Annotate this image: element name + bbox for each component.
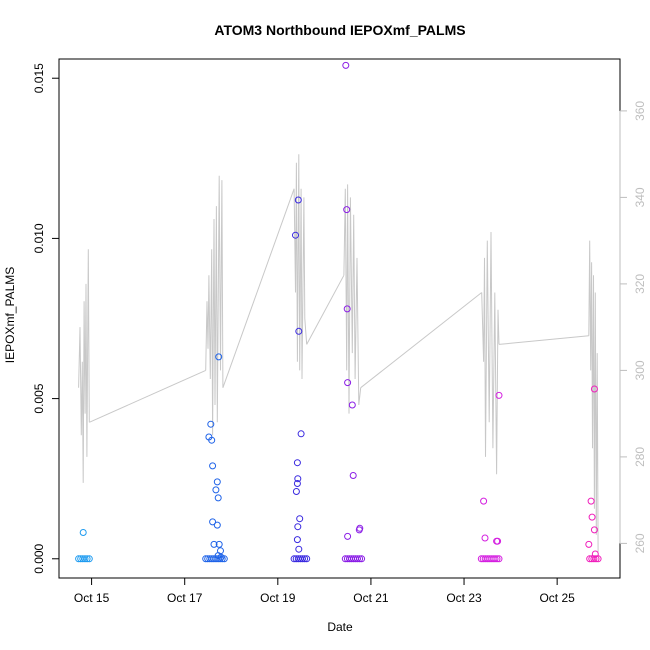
data-points-layer [75,61,602,563]
data-point [294,475,302,483]
data-point [585,540,593,548]
data-point [209,518,217,526]
altitude-flight-segment [481,231,500,475]
altitude-connector-line [498,335,589,345]
altitude-connector-line [89,369,206,423]
data-point [481,534,489,542]
data-point [83,555,91,563]
data-point [294,196,302,204]
data-point [358,555,366,563]
data-point [348,401,356,409]
data-point [294,523,302,531]
data-point [295,545,303,553]
data-point [293,480,301,487]
data-point [303,555,311,563]
x-axis: Oct 15 Oct 17 Oct 19 Oct 21 Oct 23 Oct 25 [74,577,575,605]
x-tick-label: Oct 19 [260,591,296,605]
data-point [297,430,305,438]
data-point [342,61,350,69]
data-point [491,555,499,563]
secondary-y-tick-label: 320 [633,274,647,294]
data-point [301,555,309,563]
secondary-y-axis: 260 280 300 320 340 360 [619,101,647,553]
data-point [217,553,225,561]
x-tick-label: Oct 25 [539,591,575,605]
data-point [207,420,215,428]
secondary-y-tick-label: 340 [633,187,647,207]
data-point [343,206,351,214]
altitude-flight-segment [588,240,599,553]
data-point [212,486,220,494]
x-tick-label: Oct 15 [74,591,110,605]
data-point [292,488,300,495]
y-tick-label: 0.010 [32,223,46,253]
altitude-connector-line [222,188,295,388]
data-point [349,472,357,479]
altitude-trace-layer [78,154,599,553]
y-tick-label: 0.000 [32,543,46,573]
data-point [354,555,361,563]
x-tick-label: Oct 17 [167,591,203,605]
secondary-y-tick-label: 360 [633,101,647,121]
data-point [356,524,364,532]
data-point [292,231,299,239]
data-point [215,353,223,361]
plot-frame [58,58,621,579]
altitude-connector-line [306,275,345,345]
data-point [344,532,352,540]
data-point [591,550,599,558]
data-point [587,497,595,505]
altitude-flight-segment [343,184,362,414]
data-point [480,497,488,505]
data-point [220,555,228,563]
data-point [293,536,301,544]
data-point [296,515,304,523]
data-point [213,478,221,486]
data-point [208,436,216,444]
data-point [215,540,223,548]
secondary-y-tick-label: 300 [633,360,647,380]
data-point [85,555,93,563]
data-point [81,555,89,563]
data-point [79,529,87,536]
y-axis: 0.000 0.005 0.010 0.015 [32,63,60,574]
data-point [356,555,364,563]
y-tick-label: 0.015 [32,63,46,93]
data-point [588,513,596,521]
data-point [209,462,217,470]
data-point [293,459,301,467]
altitude-flight-segment [205,175,224,436]
secondary-y-tick-label: 280 [633,447,647,467]
altitude-flight-segment [293,154,308,380]
x-tick-label: Oct 23 [446,591,482,605]
data-point [494,537,502,545]
data-point [214,494,222,502]
data-point [493,555,501,563]
data-point [590,526,598,534]
altitude-connector-line [360,292,483,389]
x-axis-label: Date [327,620,353,634]
data-point [495,555,503,563]
y-tick-label: 0.005 [32,383,46,413]
secondary-y-tick-label: 260 [633,533,647,553]
chart-title: ATOM3 Northbound IEPOXmf_PALMS [214,22,465,38]
data-point [295,327,303,335]
data-point [590,555,598,563]
data-point [344,379,352,387]
data-point [299,555,306,563]
x-tick-label: Oct 21 [353,591,389,605]
data-point [592,555,600,563]
data-point [343,305,351,313]
altitude-flight-segment [78,249,90,483]
y-axis-label: IEPOXmf_PALMS [3,267,17,363]
data-point [210,540,218,548]
data-point [590,385,598,393]
data-point [495,391,503,399]
data-point [213,521,221,529]
